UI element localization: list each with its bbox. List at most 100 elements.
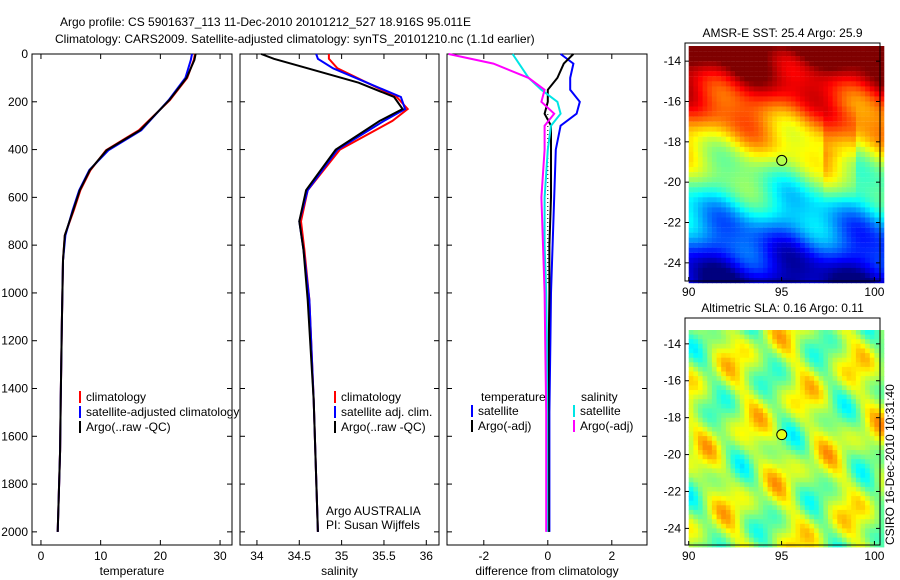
- map-cell: [860, 445, 866, 451]
- map-cell: [860, 46, 866, 52]
- map-cell: [739, 477, 745, 483]
- map-cell: [721, 46, 727, 52]
- map-cell: [707, 197, 713, 203]
- map-cell: [879, 151, 885, 158]
- x-tick-label: 20: [154, 549, 168, 563]
- map-cell: [823, 121, 829, 127]
- map-cell: [767, 96, 773, 102]
- map-cell: [725, 141, 732, 147]
- map-cell: [688, 431, 694, 437]
- map-cell: [860, 376, 866, 382]
- map-cell: [763, 192, 769, 198]
- map-cell: [786, 81, 792, 87]
- map-cell: [744, 76, 750, 82]
- map-cell: [688, 533, 694, 539]
- map-cell: [832, 408, 838, 414]
- map-cell: [730, 482, 736, 488]
- map-cell: [860, 96, 866, 102]
- map-cell: [749, 357, 755, 363]
- map-cell: [823, 91, 829, 97]
- map-cell: [869, 509, 875, 516]
- map-cell: [804, 399, 810, 405]
- map-cell: [763, 505, 769, 511]
- map-cell: [874, 339, 880, 345]
- map-cell: [767, 376, 773, 382]
- map-cell: [818, 528, 824, 534]
- map-cell: [688, 519, 694, 525]
- zero-dot: [547, 138, 549, 139]
- map-cell: [846, 366, 852, 373]
- map-cell: [865, 482, 871, 488]
- map-cell: [744, 177, 750, 183]
- map-cell: [874, 182, 880, 188]
- map-cell: [702, 111, 708, 117]
- zero-dot: [547, 170, 549, 171]
- map-cell: [739, 157, 745, 163]
- map-cell: [814, 262, 820, 268]
- map-cell: [851, 51, 857, 57]
- zero-dot: [547, 246, 549, 247]
- map-cell: [841, 247, 848, 253]
- map-cell: [688, 257, 694, 263]
- map-cell: [688, 505, 694, 511]
- map-cell: [851, 408, 857, 414]
- map-cell: [772, 182, 778, 188]
- map-cell: [865, 366, 871, 373]
- map-cell: [763, 76, 769, 82]
- map-cell: [814, 116, 820, 122]
- x-tick-label: -2: [478, 549, 489, 563]
- map-cell: [693, 390, 699, 396]
- map-cell: [846, 459, 852, 465]
- map-cell: [828, 334, 834, 340]
- map-cell: [688, 537, 694, 543]
- map-cell: [823, 380, 829, 386]
- zero-dot: [547, 234, 549, 235]
- map-cell: [772, 482, 778, 488]
- map-cell: [711, 242, 718, 248]
- map-cell: [837, 459, 843, 465]
- map-cell: [851, 141, 857, 147]
- map-cell: [874, 177, 880, 183]
- map-cell: [851, 533, 857, 539]
- map-cell: [790, 380, 797, 386]
- map-cell: [814, 330, 820, 336]
- map-cell: [786, 422, 792, 428]
- map-cell: [749, 131, 755, 137]
- map-cell: [763, 237, 769, 243]
- map-cell: [879, 440, 885, 446]
- series-line-blue: [56, 53, 193, 532]
- map-cell: [735, 422, 741, 428]
- map-cell: [846, 330, 852, 336]
- map-cell: [688, 247, 694, 253]
- map-cell: [855, 505, 862, 511]
- map-cell: [823, 454, 829, 460]
- map-cell: [772, 136, 778, 142]
- map-cell: [786, 227, 792, 233]
- map-cell: [841, 146, 848, 153]
- map-cell: [772, 399, 778, 405]
- map-cell: [702, 426, 708, 433]
- map-cell: [763, 136, 769, 142]
- map-cell: [800, 357, 806, 363]
- map-cell: [832, 445, 838, 451]
- map-cell: [814, 413, 820, 419]
- map-cell: [790, 101, 797, 107]
- map-cell: [786, 197, 792, 203]
- map-cell: [874, 403, 880, 409]
- map-cell: [795, 422, 801, 428]
- map-cell: [707, 468, 713, 474]
- map-cell: [846, 371, 852, 377]
- map-cell: [837, 187, 843, 193]
- map-cell: [698, 537, 704, 543]
- map-cell: [841, 172, 848, 178]
- map-cell: [804, 141, 810, 147]
- map-cell: [879, 157, 885, 163]
- map-cell: [841, 509, 848, 516]
- zero-dot: [547, 194, 549, 195]
- map-cell: [818, 496, 824, 502]
- map-cell: [809, 533, 815, 539]
- map-cell: [795, 426, 801, 433]
- map-cell: [688, 440, 694, 446]
- map-cell: [693, 519, 699, 525]
- map-cell: [786, 121, 792, 127]
